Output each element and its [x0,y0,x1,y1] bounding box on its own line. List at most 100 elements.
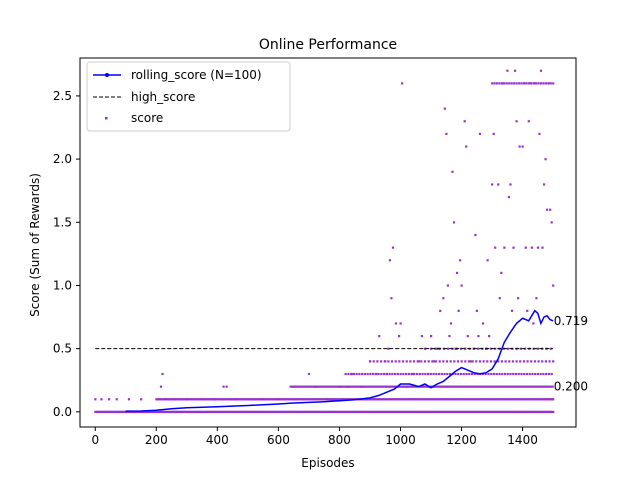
score-point [538,385,541,388]
score-point [387,347,390,350]
score-point [436,385,439,388]
score-point [342,398,345,401]
score-point [398,398,401,401]
score-point [288,398,291,401]
score-point [366,398,369,401]
score-point [452,385,455,388]
score-point [498,82,501,85]
score-point [526,309,529,312]
score-point [168,398,171,401]
score-point [518,145,521,148]
score-point [404,398,407,401]
score-point [541,360,544,363]
score-point [459,347,463,350]
score-point [454,398,457,401]
score-point [423,398,427,401]
score-point [339,398,342,401]
score-point [400,398,403,401]
score-point [386,398,389,401]
score-point [509,398,512,401]
score-point [511,385,514,388]
score-point [254,398,257,401]
plot-area: 0.719 0.200 [94,69,588,414]
score-point [432,398,435,401]
score-point [473,398,477,401]
score-point [162,398,165,401]
score-point [512,372,515,376]
score-point [464,360,467,363]
score-point [340,385,344,388]
score-point [333,385,336,388]
score-point [552,398,555,401]
score-point [413,372,416,376]
score-point [488,335,491,338]
score-point [476,385,479,388]
score-point [218,398,221,401]
score-point [533,385,536,388]
score-point [172,398,175,401]
score-point [506,372,509,376]
score-point [337,398,340,401]
score-point [410,372,413,376]
score-point [231,398,234,401]
score-point [378,335,381,338]
score-point [489,347,493,350]
score-point [368,398,372,401]
score-point [426,398,429,401]
score-point [453,398,456,401]
score-point [472,398,475,401]
score-point [502,385,505,388]
score-point [347,385,350,388]
score-point [495,398,499,401]
score-point [508,360,511,363]
score-point [474,233,477,237]
score-point [421,385,424,388]
score-point [524,246,527,249]
x-tick-label: 1200 [446,433,477,447]
score-point [521,145,524,148]
score-point [370,385,373,388]
score-point [481,385,485,388]
score-point [363,372,366,376]
score-point [509,372,512,376]
score-point [439,398,442,401]
score-point [191,398,195,401]
score-point [495,372,498,376]
y-tick-label: 0.0 [53,405,72,419]
score-point [474,385,477,388]
score-point [409,360,412,363]
score-point [433,398,436,401]
score-point [478,132,482,136]
score-point [338,398,341,401]
score-point [399,372,402,376]
score-point [527,82,530,85]
score-point [459,372,463,376]
score-point [527,385,530,388]
score-point [443,385,446,388]
score-point [468,372,471,376]
score-point [424,372,427,376]
score-point [526,398,529,401]
score-point [509,385,512,388]
score-point [274,398,278,401]
score-point [390,398,394,401]
score-point [448,385,452,388]
score-point [467,385,470,388]
score-point [429,372,432,376]
score-point [379,360,383,363]
score-point [493,398,496,401]
score-point [272,398,275,401]
score-point [503,372,507,376]
score-point [410,385,413,388]
score-point [315,398,318,401]
score-point [415,398,418,401]
score-point [304,398,307,401]
score-point [519,360,522,363]
score-point [520,385,523,388]
score-point [156,398,159,401]
score-point [477,335,480,338]
score-point [375,398,378,401]
score-point [171,398,174,401]
score-point [399,398,402,401]
score-point [201,398,204,401]
